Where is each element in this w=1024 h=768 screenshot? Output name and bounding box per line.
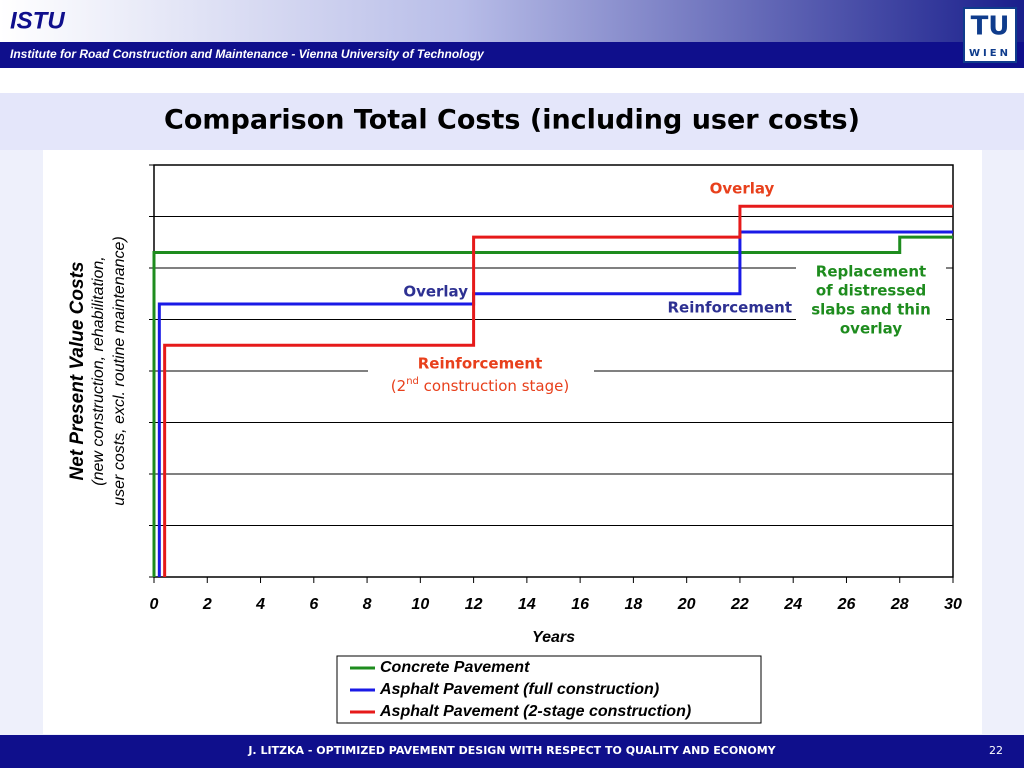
x-tick-label: 22 bbox=[730, 596, 749, 613]
y-axis-label-line: user costs, excl. routine maintenance) bbox=[111, 236, 128, 505]
legend bbox=[336, 655, 762, 724]
annotation: of distressed bbox=[816, 282, 926, 300]
footer-bar bbox=[0, 735, 1024, 768]
x-tick-label: 28 bbox=[890, 596, 909, 613]
y-axis-label: Net Present Value Costs (new construction… bbox=[67, 236, 128, 505]
x-tick-label: 30 bbox=[944, 596, 962, 613]
annotation: (2nd construction stage) bbox=[391, 376, 569, 395]
slide-title: Comparison Total Costs (including user c… bbox=[164, 105, 860, 136]
annotation-bg bbox=[368, 352, 594, 400]
institute: Institute for Road Construction and Main… bbox=[10, 47, 485, 61]
annotation-part: construction stage) bbox=[419, 377, 569, 395]
x-tick-label: 0 bbox=[150, 596, 159, 613]
annotation-part: (2 bbox=[391, 377, 406, 395]
x-tick-label: 14 bbox=[518, 596, 536, 613]
header-band bbox=[0, 0, 1024, 42]
logo bbox=[963, 7, 1017, 63]
series-line bbox=[152, 235, 953, 577]
y-axis-label-line: Net Present Value Costs bbox=[67, 262, 88, 481]
legend-label: Asphalt Pavement (full construction) bbox=[379, 681, 659, 698]
legend-label: Concrete Pavement bbox=[380, 659, 530, 676]
acronym: ISTU bbox=[10, 7, 65, 34]
y-axis-label-line: (new construction, rehabilitation, bbox=[90, 256, 107, 485]
logo-bottom: WIEN bbox=[969, 48, 1011, 59]
annotation: slabs and thin bbox=[811, 301, 931, 319]
series-line bbox=[163, 204, 953, 577]
x-tick-label: 2 bbox=[202, 596, 212, 613]
title-band bbox=[0, 93, 1024, 150]
header-bar bbox=[0, 42, 1024, 68]
annotation: Reinforcement bbox=[418, 355, 543, 373]
annotation-part: nd bbox=[406, 376, 419, 387]
x-tick-label: 16 bbox=[571, 596, 589, 613]
chart-panel bbox=[43, 150, 982, 734]
x-tick-label: 4 bbox=[255, 596, 265, 613]
annotation: Replacement bbox=[816, 263, 926, 281]
x-tick-label: 8 bbox=[363, 596, 372, 613]
x-tick-label: 10 bbox=[411, 596, 429, 613]
page-number: 22 bbox=[989, 744, 1003, 757]
annotation-bg bbox=[796, 258, 946, 342]
x-tick-label: 18 bbox=[625, 596, 643, 613]
x-tick-label: 12 bbox=[465, 596, 483, 613]
x-tick-label: 20 bbox=[677, 596, 696, 613]
annotation: overlay bbox=[840, 320, 902, 338]
x-tick-label: 6 bbox=[309, 596, 318, 613]
x-tick-label: 26 bbox=[837, 596, 856, 613]
annotation: Reinforcement bbox=[668, 299, 793, 317]
x-axis-label: Years bbox=[532, 629, 575, 646]
legend-label: Asphalt Pavement (2-stage construction) bbox=[379, 703, 691, 720]
logo-top: TU bbox=[971, 12, 1010, 42]
x-tick-label: 24 bbox=[783, 596, 802, 613]
footer-text: J. LITZKA - OPTIMIZED PAVEMENT DESIGN WI… bbox=[247, 744, 776, 757]
annotation: Overlay bbox=[710, 180, 775, 198]
annotation: Overlay bbox=[403, 283, 468, 301]
